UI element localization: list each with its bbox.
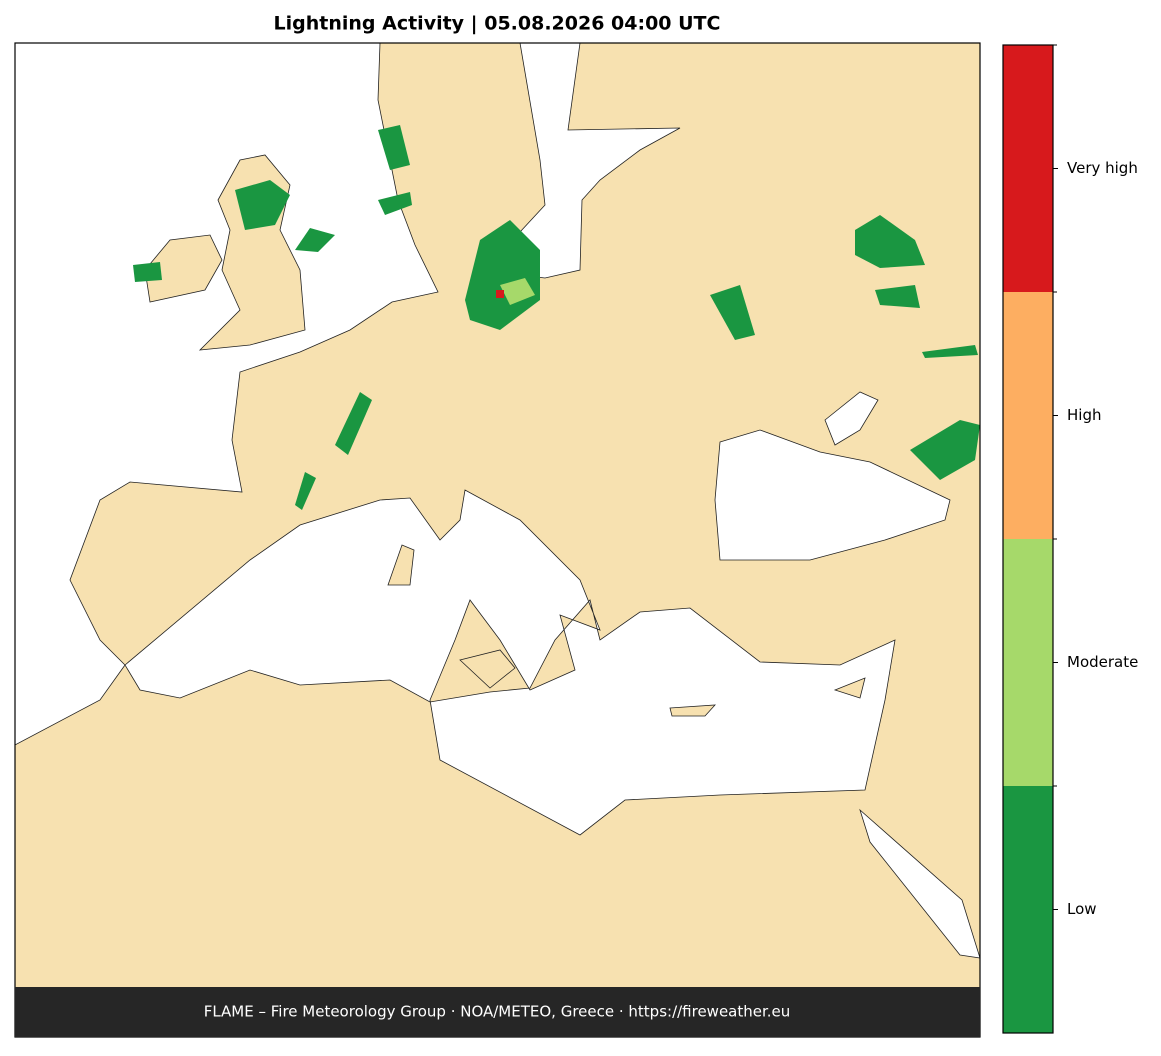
red-sea xyxy=(859,808,981,959)
lightning-cell xyxy=(922,345,978,358)
corsica-sardinia xyxy=(387,544,415,586)
colorbar-label: Low xyxy=(1067,900,1097,918)
azov-sea xyxy=(824,391,879,446)
colorbar: Very high High Moderate Low xyxy=(1002,44,1138,1034)
map: FLAME – Fire Meteorology Group · NOA/MET… xyxy=(14,42,981,1038)
title: Lightning Activity | 05.08.2026 04:00 UT… xyxy=(274,13,721,35)
lightning-cell xyxy=(335,392,372,455)
crete xyxy=(669,704,716,717)
mediterranean xyxy=(124,489,896,836)
colorbar-segment xyxy=(1003,786,1053,1033)
cyprus xyxy=(833,677,866,699)
colorbar-label: Moderate xyxy=(1067,653,1138,671)
ireland xyxy=(144,234,223,303)
footer-text: FLAME – Fire Meteorology Group · NOA/MET… xyxy=(204,1003,791,1021)
lightning-cell xyxy=(133,262,162,282)
footer-bar xyxy=(15,987,980,1037)
lightning-cell xyxy=(378,192,412,215)
lightning-cell xyxy=(295,472,316,510)
lightning-cell xyxy=(235,180,290,230)
lightning-cell xyxy=(710,285,755,340)
baltic xyxy=(507,42,681,279)
lightning-cell xyxy=(465,220,540,330)
colorbar-label: High xyxy=(1067,406,1101,424)
colorbar-segment xyxy=(1003,45,1053,292)
lightning-cell-moderate xyxy=(500,278,535,305)
lightning-cells xyxy=(133,125,980,510)
lightning-cell xyxy=(910,420,980,480)
lightning-cell-very-high xyxy=(496,290,504,298)
lightning-cell xyxy=(378,125,410,170)
lightning-cell xyxy=(875,285,920,308)
seas xyxy=(14,42,981,959)
colorbar-segment xyxy=(1003,292,1053,539)
lightning-cell xyxy=(295,228,335,252)
black-sea xyxy=(714,429,951,561)
lightning-cell xyxy=(855,215,925,268)
colorbar-frame xyxy=(1002,44,1054,1034)
colorbar-label: Very high xyxy=(1067,159,1138,177)
sicily xyxy=(459,649,516,689)
colorbar-segment xyxy=(1003,539,1053,786)
